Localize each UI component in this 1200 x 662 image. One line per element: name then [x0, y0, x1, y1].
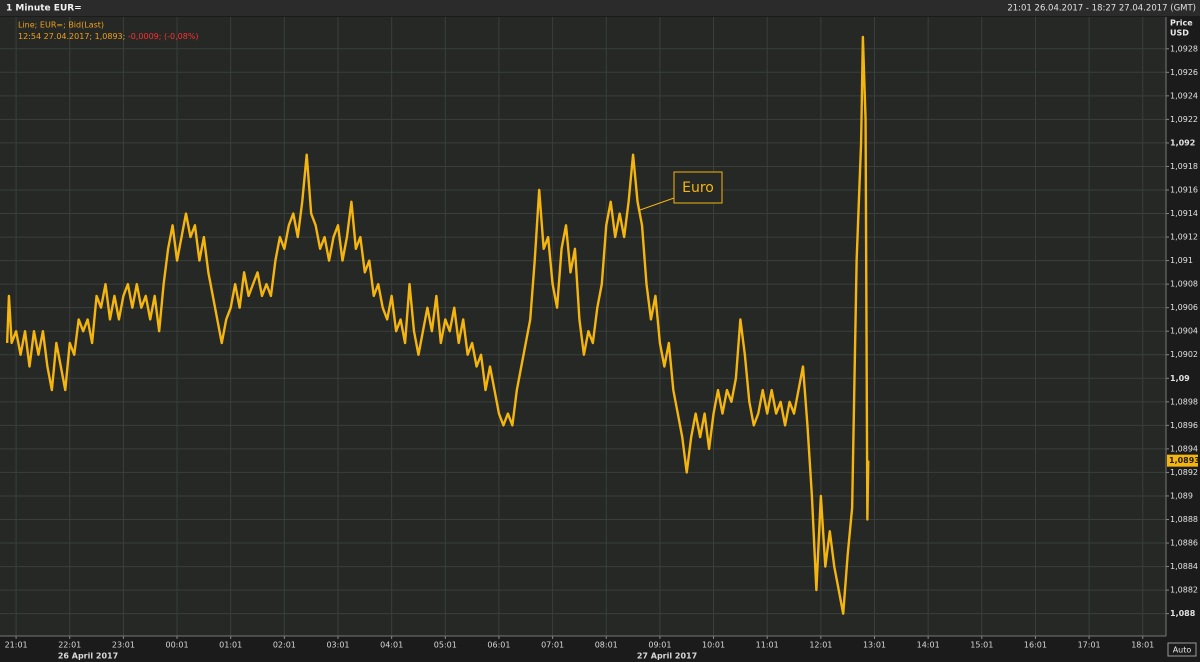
y-tick-label: 1,092: [1170, 138, 1195, 147]
date-label: 26 April 2017: [58, 652, 118, 661]
x-tick-label: 07:01: [541, 641, 564, 650]
x-tick-label: 23:01: [112, 641, 135, 650]
auto-button-label[interactable]: Auto: [1173, 646, 1192, 655]
current-price-box: [1167, 454, 1198, 467]
y-tick-label: 1,0926: [1170, 68, 1198, 77]
auto-button[interactable]: [1167, 642, 1197, 657]
x-tick-label: 09:01: [648, 641, 671, 650]
time-range: 21:01 26.04.2017 - 18:27 27.04.2017 (GMT…: [1007, 4, 1196, 14]
x-tick-label: 03:01: [326, 641, 349, 650]
legend-change: -0,0009; (-0,08%): [128, 32, 199, 41]
marks: [5, 35, 870, 615]
y-tick-label: 1,0908: [1170, 280, 1198, 289]
legend-last: 12:54 27.04.2017; 1,0893; -0,0009; (-0,0…: [18, 32, 199, 41]
y-tick-label: 1,0906: [1170, 303, 1198, 312]
y-tick-label: 1,0894: [1170, 444, 1198, 453]
y-axis-label: Price: [1170, 19, 1193, 28]
current-price-label: 1,0893: [1169, 456, 1200, 465]
price-line: [5, 35, 870, 615]
y-tick-label: 1,0884: [1170, 562, 1198, 571]
x-tick-label: 17:01: [1078, 641, 1101, 650]
y-tick-label: 1,0892: [1170, 468, 1198, 477]
y-tick-label: 1,088: [1170, 609, 1196, 618]
x-tick-label: 01:01: [219, 641, 242, 650]
y-tick-label: 1,0904: [1170, 327, 1198, 336]
y-tick-label: 1,0898: [1170, 397, 1198, 406]
annotation-leader: [639, 197, 675, 211]
y-tick-label: 1,0922: [1170, 115, 1198, 124]
y-tick-label: 1,0896: [1170, 421, 1198, 430]
y-tick-label: 1,0888: [1170, 515, 1198, 524]
x-tick-label: 00:01: [166, 641, 189, 650]
y-tick-label: 1,0912: [1170, 233, 1198, 242]
y-tick-label: 1,091: [1170, 256, 1193, 265]
x-tick-label: 05:01: [434, 641, 457, 650]
y-tick-label: 1,0882: [1170, 586, 1198, 595]
x-tick-label: 16:01: [1024, 641, 1047, 650]
x-tick-label: 21:01: [5, 641, 28, 650]
y-tick-label: 1,0918: [1170, 162, 1198, 171]
x-tick-label: 06:01: [487, 641, 510, 650]
x-tick-label: 02:01: [273, 641, 296, 650]
y-tick-label: 1,089: [1170, 491, 1193, 500]
y-tick-label: 1,0916: [1170, 185, 1198, 194]
x-tick-label: 13:01: [863, 641, 886, 650]
x-tick-label: 08:01: [595, 641, 618, 650]
date-label: 27 April 2017: [637, 652, 697, 661]
y-tick-label: 1,0924: [1170, 91, 1198, 100]
chart-title: 1 Minute EUR=: [6, 4, 82, 14]
y-tick-label: 1,0902: [1170, 350, 1198, 359]
annotation-box: [673, 171, 723, 204]
x-tick-label: 14:01: [917, 641, 940, 650]
legend-line: Line; EUR=; Bid(Last): [18, 21, 104, 30]
header-bar: [0, 0, 1200, 16]
y-tick-label: 1,0914: [1170, 209, 1198, 218]
y-tick-label: 1,0928: [1170, 44, 1198, 53]
x-tick-label: 10:01: [702, 641, 725, 650]
annotation: Euro: [682, 180, 714, 196]
x-tick-label: 12:01: [809, 641, 832, 650]
x-tick-label: 11:01: [756, 641, 779, 650]
grid: [0, 17, 1169, 639]
y-tick-label: 1,0886: [1170, 539, 1198, 548]
y-axis-label: USD: [1170, 29, 1189, 38]
y-tick-label: 1,09: [1170, 374, 1190, 383]
plot-area: [0, 17, 1166, 636]
x-tick-label: 22:01: [58, 641, 81, 650]
x-tick-label: 18:01: [1131, 641, 1154, 650]
x-tick-label: 04:01: [380, 641, 403, 650]
x-tick-label: 15:01: [970, 641, 993, 650]
legend-last-value: 12:54 27.04.2017; 1,0893;: [18, 32, 125, 41]
